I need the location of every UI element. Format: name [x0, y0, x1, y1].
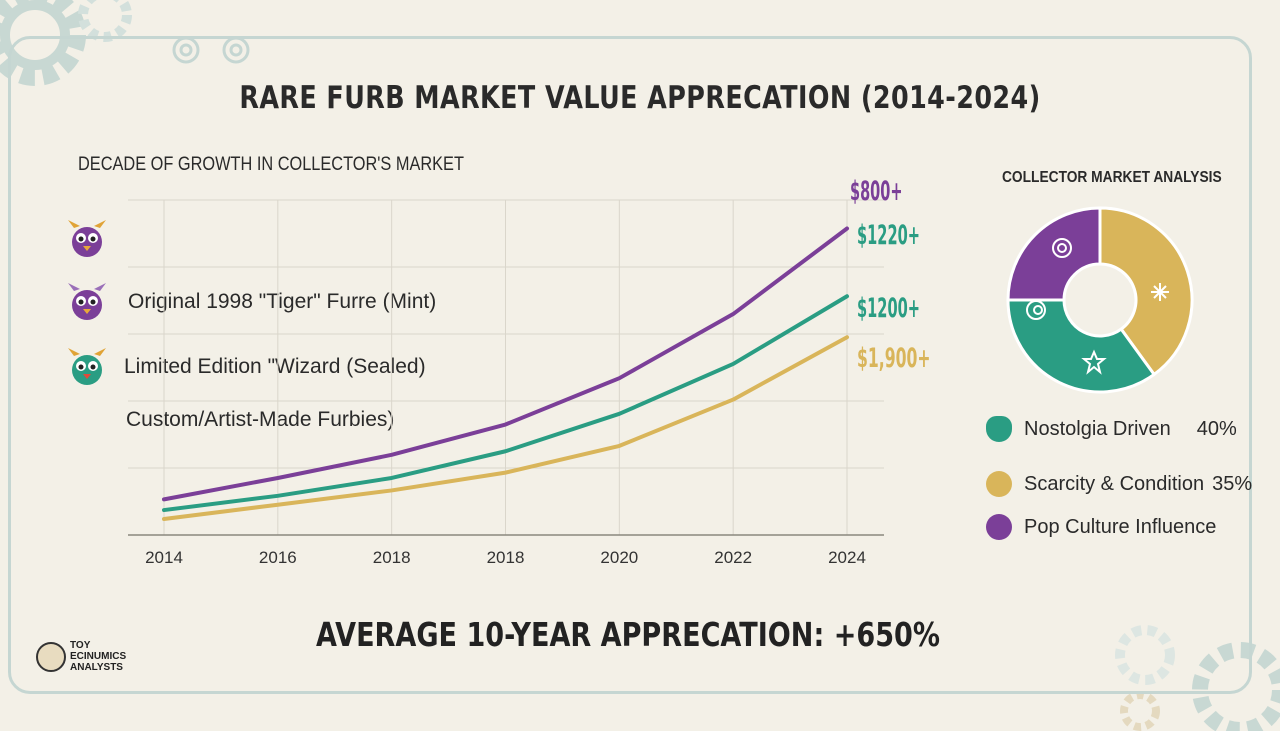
chart-subtitle: DECADE OF GROWTH IN COLLECTOR'S MARKET — [78, 154, 464, 175]
logo-text: TOY ECINUMICS ANALYSTS — [70, 640, 127, 673]
donut-legend-item: Pop Culture Influence — [986, 514, 1224, 540]
donut-slice — [1006, 298, 1157, 394]
end-value-label: $1200+ — [857, 293, 920, 324]
swirl-icon — [1052, 238, 1072, 258]
purple-furby-icon — [68, 283, 106, 320]
segment-percent: 35% — [1212, 472, 1253, 495]
segment-label: Pop Culture Influence — [1024, 515, 1217, 538]
donut-chart — [1006, 206, 1194, 394]
donut-title: COLLECTOR MARKET ANALYSIS — [1002, 169, 1222, 186]
purple-star-icon — [986, 514, 1012, 540]
line-chart: 2014 2016 2018 2018 2020 2022 2024 $800+ $1220+… — [128, 176, 931, 567]
gold-badge-icon — [986, 471, 1012, 497]
legend-item — [66, 218, 108, 260]
legend-item: Original 1998 "Tiger" Furre (Mint) — [66, 281, 436, 323]
gear-icon — [1115, 625, 1175, 731]
segment-label: Scarcity & Condition — [1024, 472, 1205, 495]
segment-label: Nostolgia Driven — [1024, 417, 1171, 440]
x-tick-label: 2020 — [600, 548, 638, 567]
content-frame — [8, 36, 1252, 694]
gear-icon — [0, 0, 86, 86]
x-tick-label: 2018 — [373, 548, 411, 567]
segment-percent: 40% — [1196, 417, 1237, 440]
legend-label: Limited Edition "Wizard (Sealed) — [124, 355, 426, 378]
x-tick-label: 2014 — [145, 548, 183, 567]
teal-furby-icon — [986, 416, 1012, 442]
purple-furby-icon — [68, 220, 106, 257]
legend-item: Limited Edition "Wizard (Sealed) — [66, 346, 426, 388]
legend-item: Custom/Artist-Made Furbies) — [126, 408, 394, 432]
end-value-label: $1,900+ — [857, 343, 931, 374]
sparkle-icon — [1151, 283, 1169, 301]
donut-legend-item: Scarcity & Condition 35% — [986, 471, 1252, 497]
legend-label: Custom/Artist-Made Furbies) — [126, 408, 395, 431]
x-tick-label: 2022 — [714, 548, 752, 567]
legend-label: Original 1998 "Tiger" Furre (Mint) — [128, 290, 437, 313]
x-tick-label: 2024 — [828, 548, 866, 567]
x-tick-label: 2016 — [259, 548, 297, 567]
donut-slice — [1098, 206, 1194, 377]
company-logo: TOY ECINUMICS ANALYSTS — [36, 640, 126, 673]
end-value-label: $800+ — [850, 176, 903, 207]
green-furby-icon — [68, 348, 106, 385]
star-icon — [1081, 349, 1107, 375]
swirl-icon — [1026, 300, 1046, 320]
donut-legend-item: Nostolgia Driven 40% — [986, 416, 1237, 442]
x-tick-label: 2018 — [487, 548, 525, 567]
logo-badge-icon — [36, 641, 66, 672]
end-value-label: $1220+ — [857, 220, 920, 251]
chart-title: RARE FURB MARKET VALUE APPRECATION (2014… — [239, 80, 1041, 116]
average-appreciation-banner: AVERAGE 10-YEAR APPRECATION: +650% — [316, 615, 940, 654]
